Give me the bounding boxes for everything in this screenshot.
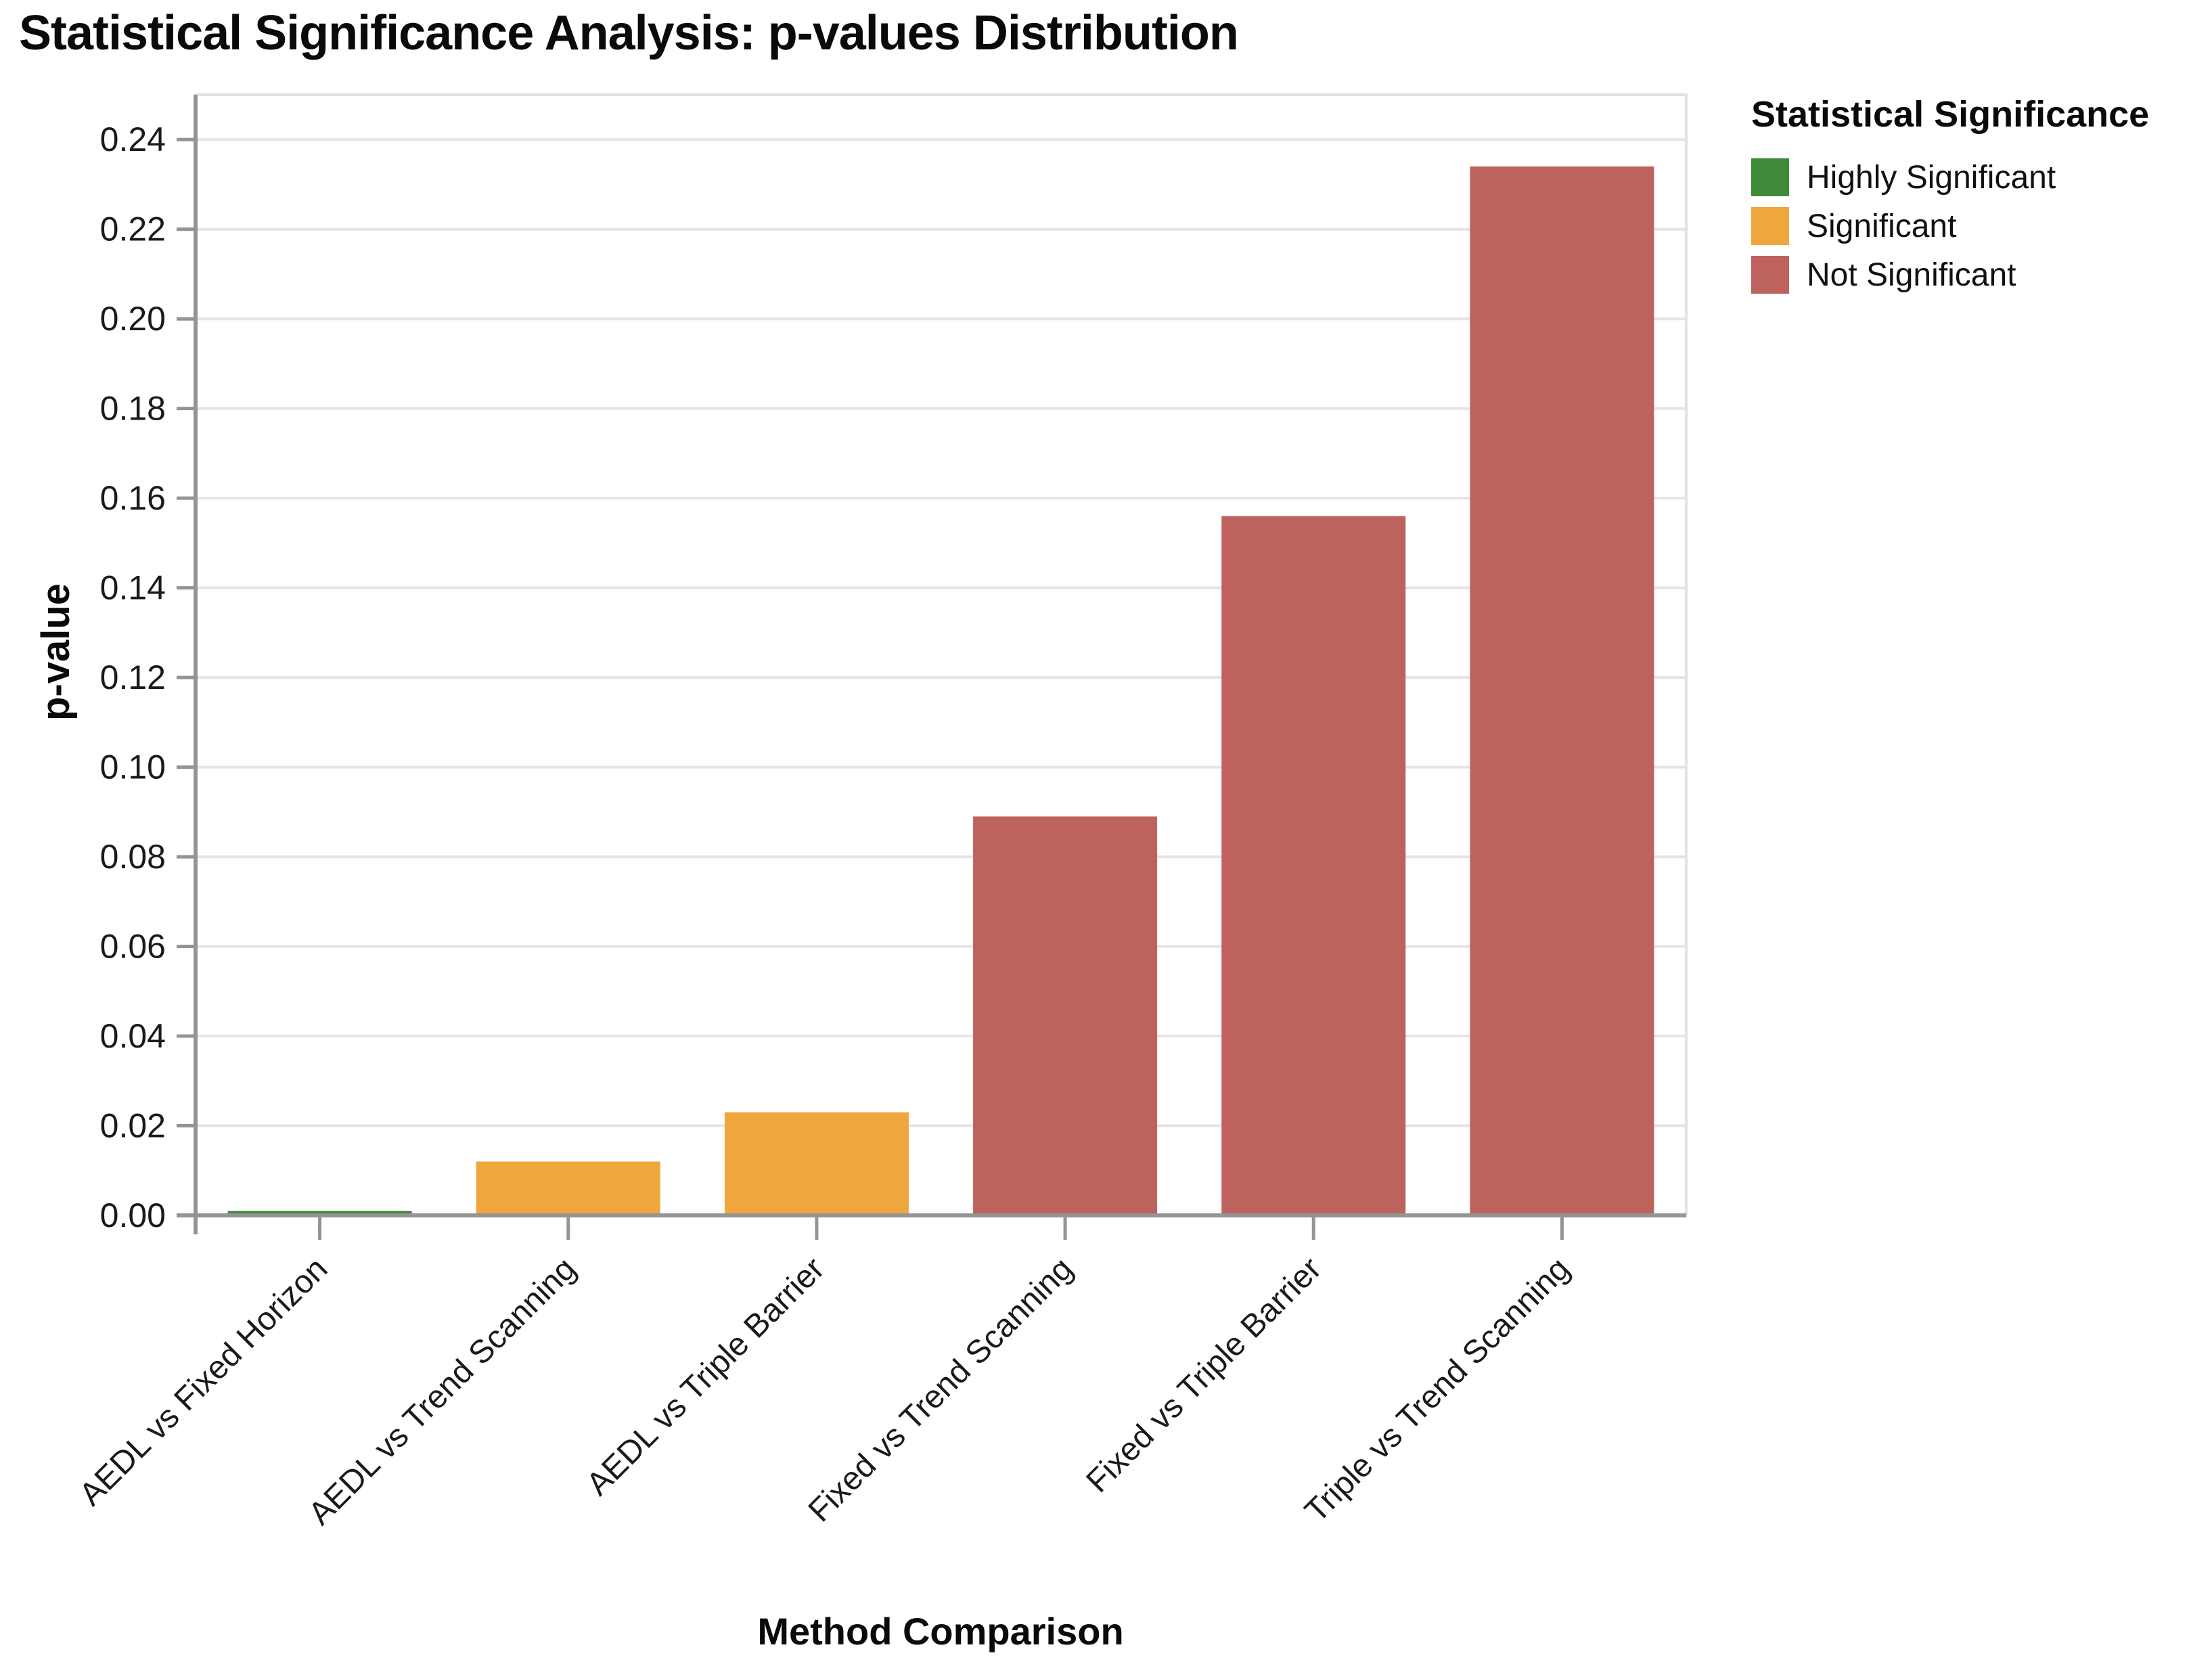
plot-border xyxy=(194,93,1688,1217)
chart-title: Statistical Significance Analysis: p-val… xyxy=(19,6,1239,60)
y-tick-label: 0.20 xyxy=(100,300,166,338)
y-tick-label: 0.08 xyxy=(100,838,166,876)
y-tick-label: 0.16 xyxy=(100,479,166,517)
x-tick-label: Fixed vs Triple Barrier xyxy=(1079,1251,1328,1500)
legend: Statistical Significance Highly Signific… xyxy=(1751,93,2205,305)
y-tick-label: 0.10 xyxy=(100,748,166,786)
y-tick-label: 0.06 xyxy=(100,928,166,966)
significant-swatch xyxy=(1751,207,1789,245)
x-tick-label: AEDL vs Trend Scanning xyxy=(302,1251,583,1531)
y-tick-label: 0.04 xyxy=(100,1017,166,1055)
bar xyxy=(227,1211,412,1215)
bar xyxy=(476,1161,660,1215)
y-tick-label: 0.02 xyxy=(100,1107,166,1145)
x-tick-label: Triple vs Trend Scanning xyxy=(1299,1251,1577,1529)
y-tick-label: 0.24 xyxy=(100,120,166,158)
y-tick-label: 0.22 xyxy=(100,210,166,248)
x-tick-label: AEDL vs Triple Barrier xyxy=(580,1251,832,1502)
bar xyxy=(1470,166,1654,1215)
x-axis-title: Method Comparison xyxy=(757,1610,1124,1653)
x-tick-label: Fixed vs Trend Scanning xyxy=(802,1251,1080,1529)
legend-item-significant: Significant xyxy=(1751,207,2205,245)
x-tick-label: AEDL vs Fixed Horizon xyxy=(72,1251,334,1512)
not-significant-swatch xyxy=(1751,256,1789,294)
legend-item-highly-significant: Highly Significant xyxy=(1751,158,2205,196)
highly-significant-swatch xyxy=(1751,158,1789,196)
y-axis-title: p-value xyxy=(34,583,78,721)
bar xyxy=(973,816,1158,1215)
y-tick-label: 0.12 xyxy=(100,658,166,696)
y-tick-label: 0.00 xyxy=(100,1196,166,1234)
y-tick-label: 0.18 xyxy=(100,390,166,428)
bar xyxy=(1221,516,1406,1215)
y-tick-label: 0.14 xyxy=(100,569,166,607)
bar xyxy=(724,1112,909,1215)
legend-title: Statistical Significance xyxy=(1751,94,2150,135)
legend-item-not-significant: Not Significant xyxy=(1751,256,2205,294)
